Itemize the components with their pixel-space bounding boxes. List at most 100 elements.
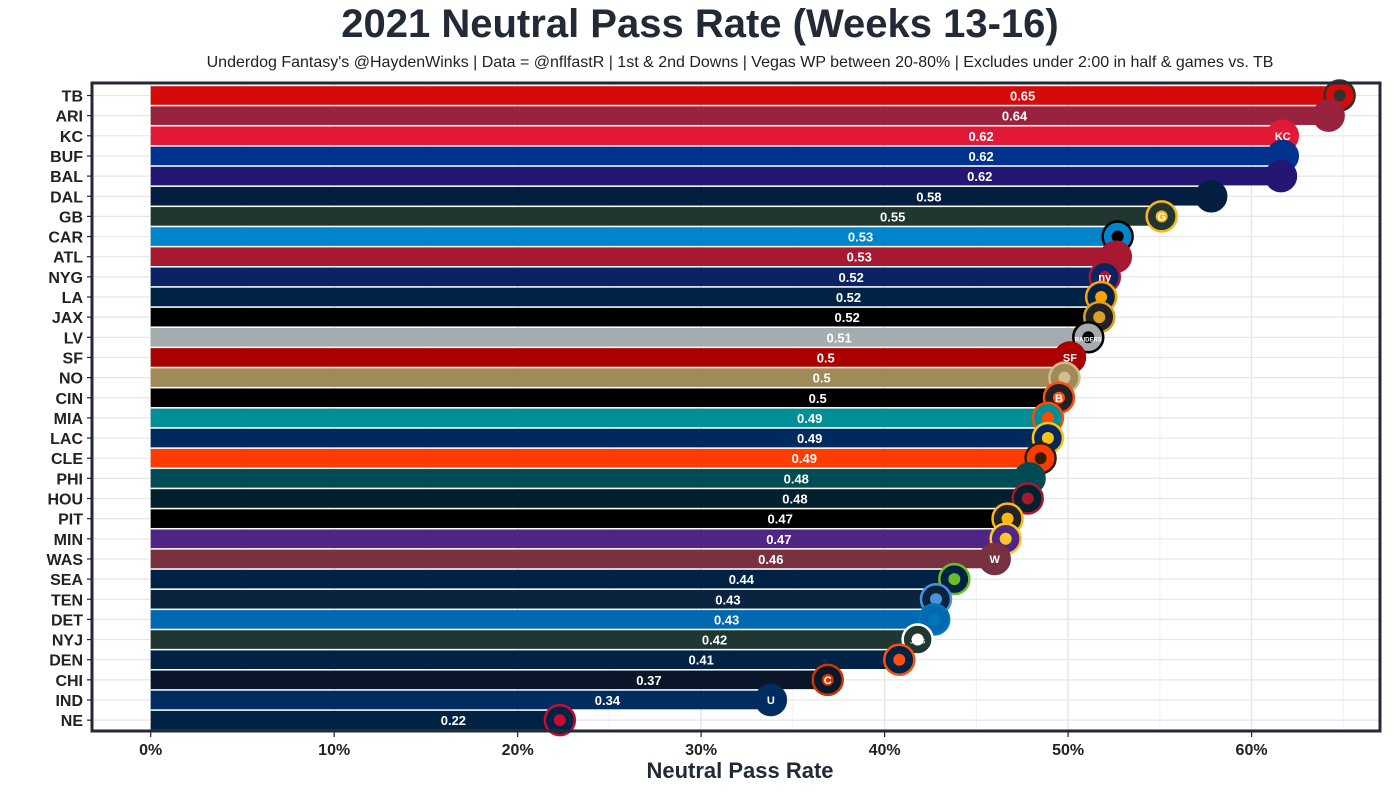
logo-badge-center (948, 573, 961, 586)
cowboys-star-icon (1194, 180, 1228, 213)
y-tick-label: LA (62, 290, 84, 307)
data-label: 0.62 (967, 169, 992, 184)
bar-car (150, 227, 1118, 246)
bar-buf (150, 146, 1283, 166)
data-labels-group: 0.65 0.64 0.62 0.62 0.62 0.58 0.55 0.53 0.53 0.52… (441, 89, 1036, 729)
logo-badge-center (1095, 291, 1108, 303)
y-tick-label: DET (51, 612, 83, 629)
bar-ne (150, 710, 560, 730)
texans-logo-icon (1011, 482, 1044, 515)
washington-w-icon: W (978, 542, 1011, 576)
data-label: 0.42 (702, 633, 727, 648)
y-tick-label: MIA (54, 411, 84, 428)
x-tick-label: 60% (1236, 742, 1268, 759)
bar-gb (150, 207, 1162, 226)
bar-cle (150, 448, 1041, 468)
bar-lv (150, 328, 1089, 347)
logo-text: KC (1275, 131, 1291, 143)
broncos-logo-icon (883, 643, 916, 676)
bar-mia (150, 408, 1048, 428)
ravens-logo-icon (1264, 159, 1298, 193)
data-label: 0.53 (848, 230, 873, 245)
logo-text: JETS (910, 640, 925, 646)
x-tick-label: 20% (502, 742, 534, 759)
seahawks-logo-icon (938, 562, 971, 596)
bar-cin (150, 388, 1059, 408)
y-tick-label: LAC (50, 431, 83, 448)
y-tick-label: ARI (55, 109, 83, 126)
packers-g-icon: G (1145, 200, 1178, 233)
y-tick-label: LV (64, 330, 84, 347)
data-label: 0.43 (715, 592, 740, 607)
data-label: 0.62 (968, 129, 993, 144)
data-label: 0.65 (1010, 89, 1035, 104)
y-tick-label: NYJ (52, 633, 83, 650)
data-label: 0.34 (595, 693, 621, 708)
logo-badge-center (911, 633, 924, 646)
logo-badge-center (928, 613, 941, 626)
data-label: 0.41 (689, 653, 714, 668)
y-tick-label: SEA (50, 572, 83, 589)
bar-sea (150, 569, 955, 589)
logo-badge-center (1034, 452, 1047, 465)
bar-tb (150, 86, 1340, 105)
y-tick-label: JAX (52, 310, 83, 327)
data-label: 0.58 (916, 189, 941, 204)
logo-badge-center (988, 552, 1001, 565)
y-tick-label: CHI (55, 673, 83, 690)
logo-badge-center (893, 653, 906, 666)
bar-pit (150, 509, 1008, 528)
logo-badge-center (1023, 472, 1036, 485)
bar-chi (150, 670, 828, 690)
bar-ind (150, 690, 771, 710)
y-tick-label: NYG (48, 270, 83, 287)
logo-badge-center (1333, 89, 1346, 102)
y-axis-ticks: TB ARI KC BUF BAL DAL GB CAR ATL NYG LA JAX LV SF NO CI… (47, 89, 91, 730)
x-tick-label: 10% (318, 742, 350, 759)
bar-dal (150, 186, 1212, 206)
bars-group (150, 86, 1340, 730)
data-label: 0.48 (782, 492, 807, 507)
logo-badge-center (1322, 109, 1335, 122)
y-tick-label: PHI (56, 471, 83, 488)
y-tick-label: BAL (50, 169, 83, 186)
bar-lac (150, 428, 1048, 448)
y-tick-label: NO (59, 371, 83, 388)
y-tick-label: NE (61, 713, 84, 730)
y-tick-label: GB (59, 209, 83, 226)
bar-la (150, 287, 1102, 307)
logo-badge-center (553, 714, 566, 727)
y-tick-label: SF (63, 350, 84, 367)
y-tick-label: WAS (47, 552, 84, 569)
data-label: 0.22 (441, 713, 466, 728)
logo-badge-center (1052, 391, 1065, 404)
data-label: 0.55 (880, 209, 905, 224)
bar-den (150, 650, 900, 669)
logo-text: C (824, 675, 832, 687)
raiders-shield-icon: RAIDERS (1072, 321, 1105, 354)
data-label: 0.64 (1002, 109, 1028, 124)
bar-kc (150, 126, 1283, 146)
bar-hou (150, 489, 1028, 508)
data-label: 0.5 (809, 391, 827, 406)
x-axis-label: Neutral Pass Rate (646, 758, 834, 783)
x-tick-label: 40% (869, 742, 901, 759)
logo-badge-center (1041, 432, 1054, 445)
bar-nyg (150, 267, 1105, 287)
bar-jax (150, 307, 1100, 327)
x-tick-label: 0% (139, 742, 162, 759)
data-label: 0.5 (813, 371, 831, 386)
falcons-logo-icon (1099, 240, 1133, 273)
data-label: 0.48 (784, 471, 809, 486)
y-tick-label: BUF (50, 149, 83, 166)
data-label: 0.52 (835, 310, 860, 325)
bar-no (150, 368, 1065, 387)
y-tick-label: PIT (58, 512, 83, 529)
data-label: 0.62 (968, 149, 993, 164)
logo-badge-center (1001, 512, 1014, 525)
y-tick-label: CLE (51, 451, 83, 468)
x-tick-label: 30% (685, 742, 717, 759)
bar-was (150, 549, 995, 569)
logo-badge-center (1063, 351, 1076, 364)
